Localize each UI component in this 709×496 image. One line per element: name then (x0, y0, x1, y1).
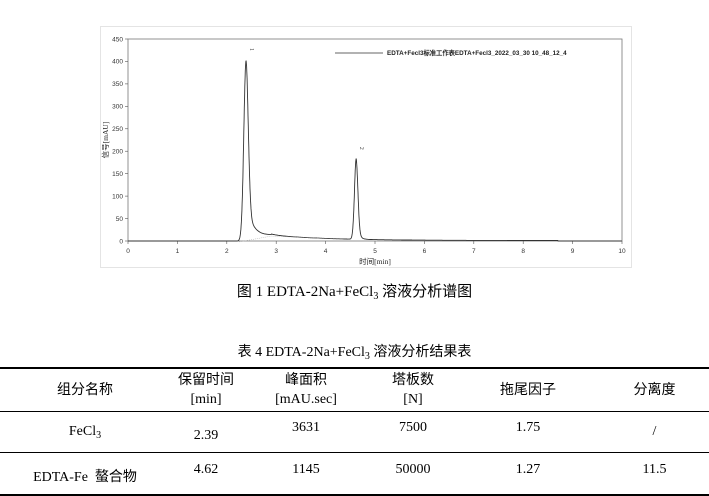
chart-frame (100, 26, 632, 268)
table-title-subscript: 3 (364, 351, 370, 362)
figure-caption: 图 1 EDTA-2Na+FeCl3 溶液分析谱图 (0, 280, 709, 302)
y-tick-label: 100 (112, 193, 123, 200)
y-axis-label: 信号[mAU] (100, 122, 110, 159)
y-tick-label: 200 (112, 149, 123, 156)
y-tick-label: 150 (112, 171, 123, 178)
cell-rt: 2.39 (170, 411, 242, 453)
header-cell: 峰面积 [mAU.sec] (242, 367, 370, 412)
table-row: EDTA-Fe 螯合物 4.62 1145 50000 1.27 11.5 (0, 452, 709, 496)
x-tick-label: 4 (324, 248, 328, 255)
legend-entry: EDTA+Fecl3标准工作表EDTA+Fecl3_2022_03_30 10_… (387, 48, 567, 57)
cell-area: 1145 (242, 452, 370, 496)
caption-text-suffix: 溶液分析谱图 (378, 284, 473, 300)
peak-label: 2 (358, 147, 364, 150)
caption-subscript: 3 (373, 291, 379, 302)
x-tick-label: 9 (571, 248, 575, 255)
y-tick-label: 450 (112, 36, 123, 43)
x-axis-label: 时间[min] (359, 256, 391, 266)
table-row: FeCl3 2.39 3631 7500 1.75 / (0, 411, 709, 453)
x-tick-label: 10 (618, 248, 626, 255)
results-table: 组分名称 保留时间 [min] 峰面积 [mAU.sec] 塔板数 [N] 拖尾因子 … (0, 367, 709, 496)
y-tick-label: 0 (119, 238, 123, 245)
header-cell: 塔板数 [N] (370, 367, 456, 412)
cell-tailing: 1.75 (456, 411, 600, 453)
peak-label: 1 (248, 48, 254, 51)
x-tick-label: 3 (274, 248, 278, 255)
table-title-suffix: 溶液分析结果表 (369, 345, 472, 360)
table-title: 表 4 EDTA-2Na+FeCl3 溶液分析结果表 (0, 341, 709, 362)
cell-tailing: 1.27 (456, 452, 600, 496)
table-title-text: 表 4 EDTA-2Na+FeCl (237, 345, 365, 360)
x-tick-label: 5 (373, 248, 377, 255)
cell-plates: 7500 (370, 411, 456, 453)
header-cell: 保留时间 [min] (170, 367, 242, 412)
y-tick-label: 50 (116, 216, 124, 223)
x-tick-label: 2 (225, 248, 229, 255)
cell-resolution: / (600, 411, 709, 453)
x-tick-label: 0 (126, 248, 130, 255)
chromatogram-chart: 0 1 2 3 4 5 6 7 8 9 10050100150200250300350400450时… (100, 26, 632, 268)
y-tick-label: 400 (112, 59, 123, 66)
chromatogram-trace (128, 60, 622, 242)
y-tick-label: 300 (112, 104, 123, 111)
y-tick-label: 350 (112, 81, 123, 88)
cell-name: FeCl3 (0, 411, 170, 453)
cell-area: 3631 (242, 411, 370, 453)
cell-rt: 4.62 (170, 452, 242, 496)
baseline (239, 235, 348, 243)
header-cell: 分离度 (600, 367, 709, 412)
table-header-row: 组分名称 保留时间 [min] 峰面积 [mAU.sec] 塔板数 [N] 拖尾因子 … (0, 367, 709, 412)
cell-resolution: 11.5 (600, 452, 709, 496)
y-tick-label: 250 (112, 126, 123, 133)
x-tick-label: 7 (472, 248, 476, 255)
caption-text: 图 1 EDTA-2Na+FeCl (236, 284, 374, 300)
header-cell: 组分名称 (0, 367, 170, 412)
x-tick-label: 1 (176, 248, 180, 255)
x-tick-label: 6 (423, 248, 427, 255)
x-tick-label: 8 (521, 248, 525, 255)
cell-name: EDTA-Fe 螯合物 (0, 452, 170, 496)
cell-plates: 50000 (370, 452, 456, 496)
header-cell: 拖尾因子 (456, 367, 600, 412)
